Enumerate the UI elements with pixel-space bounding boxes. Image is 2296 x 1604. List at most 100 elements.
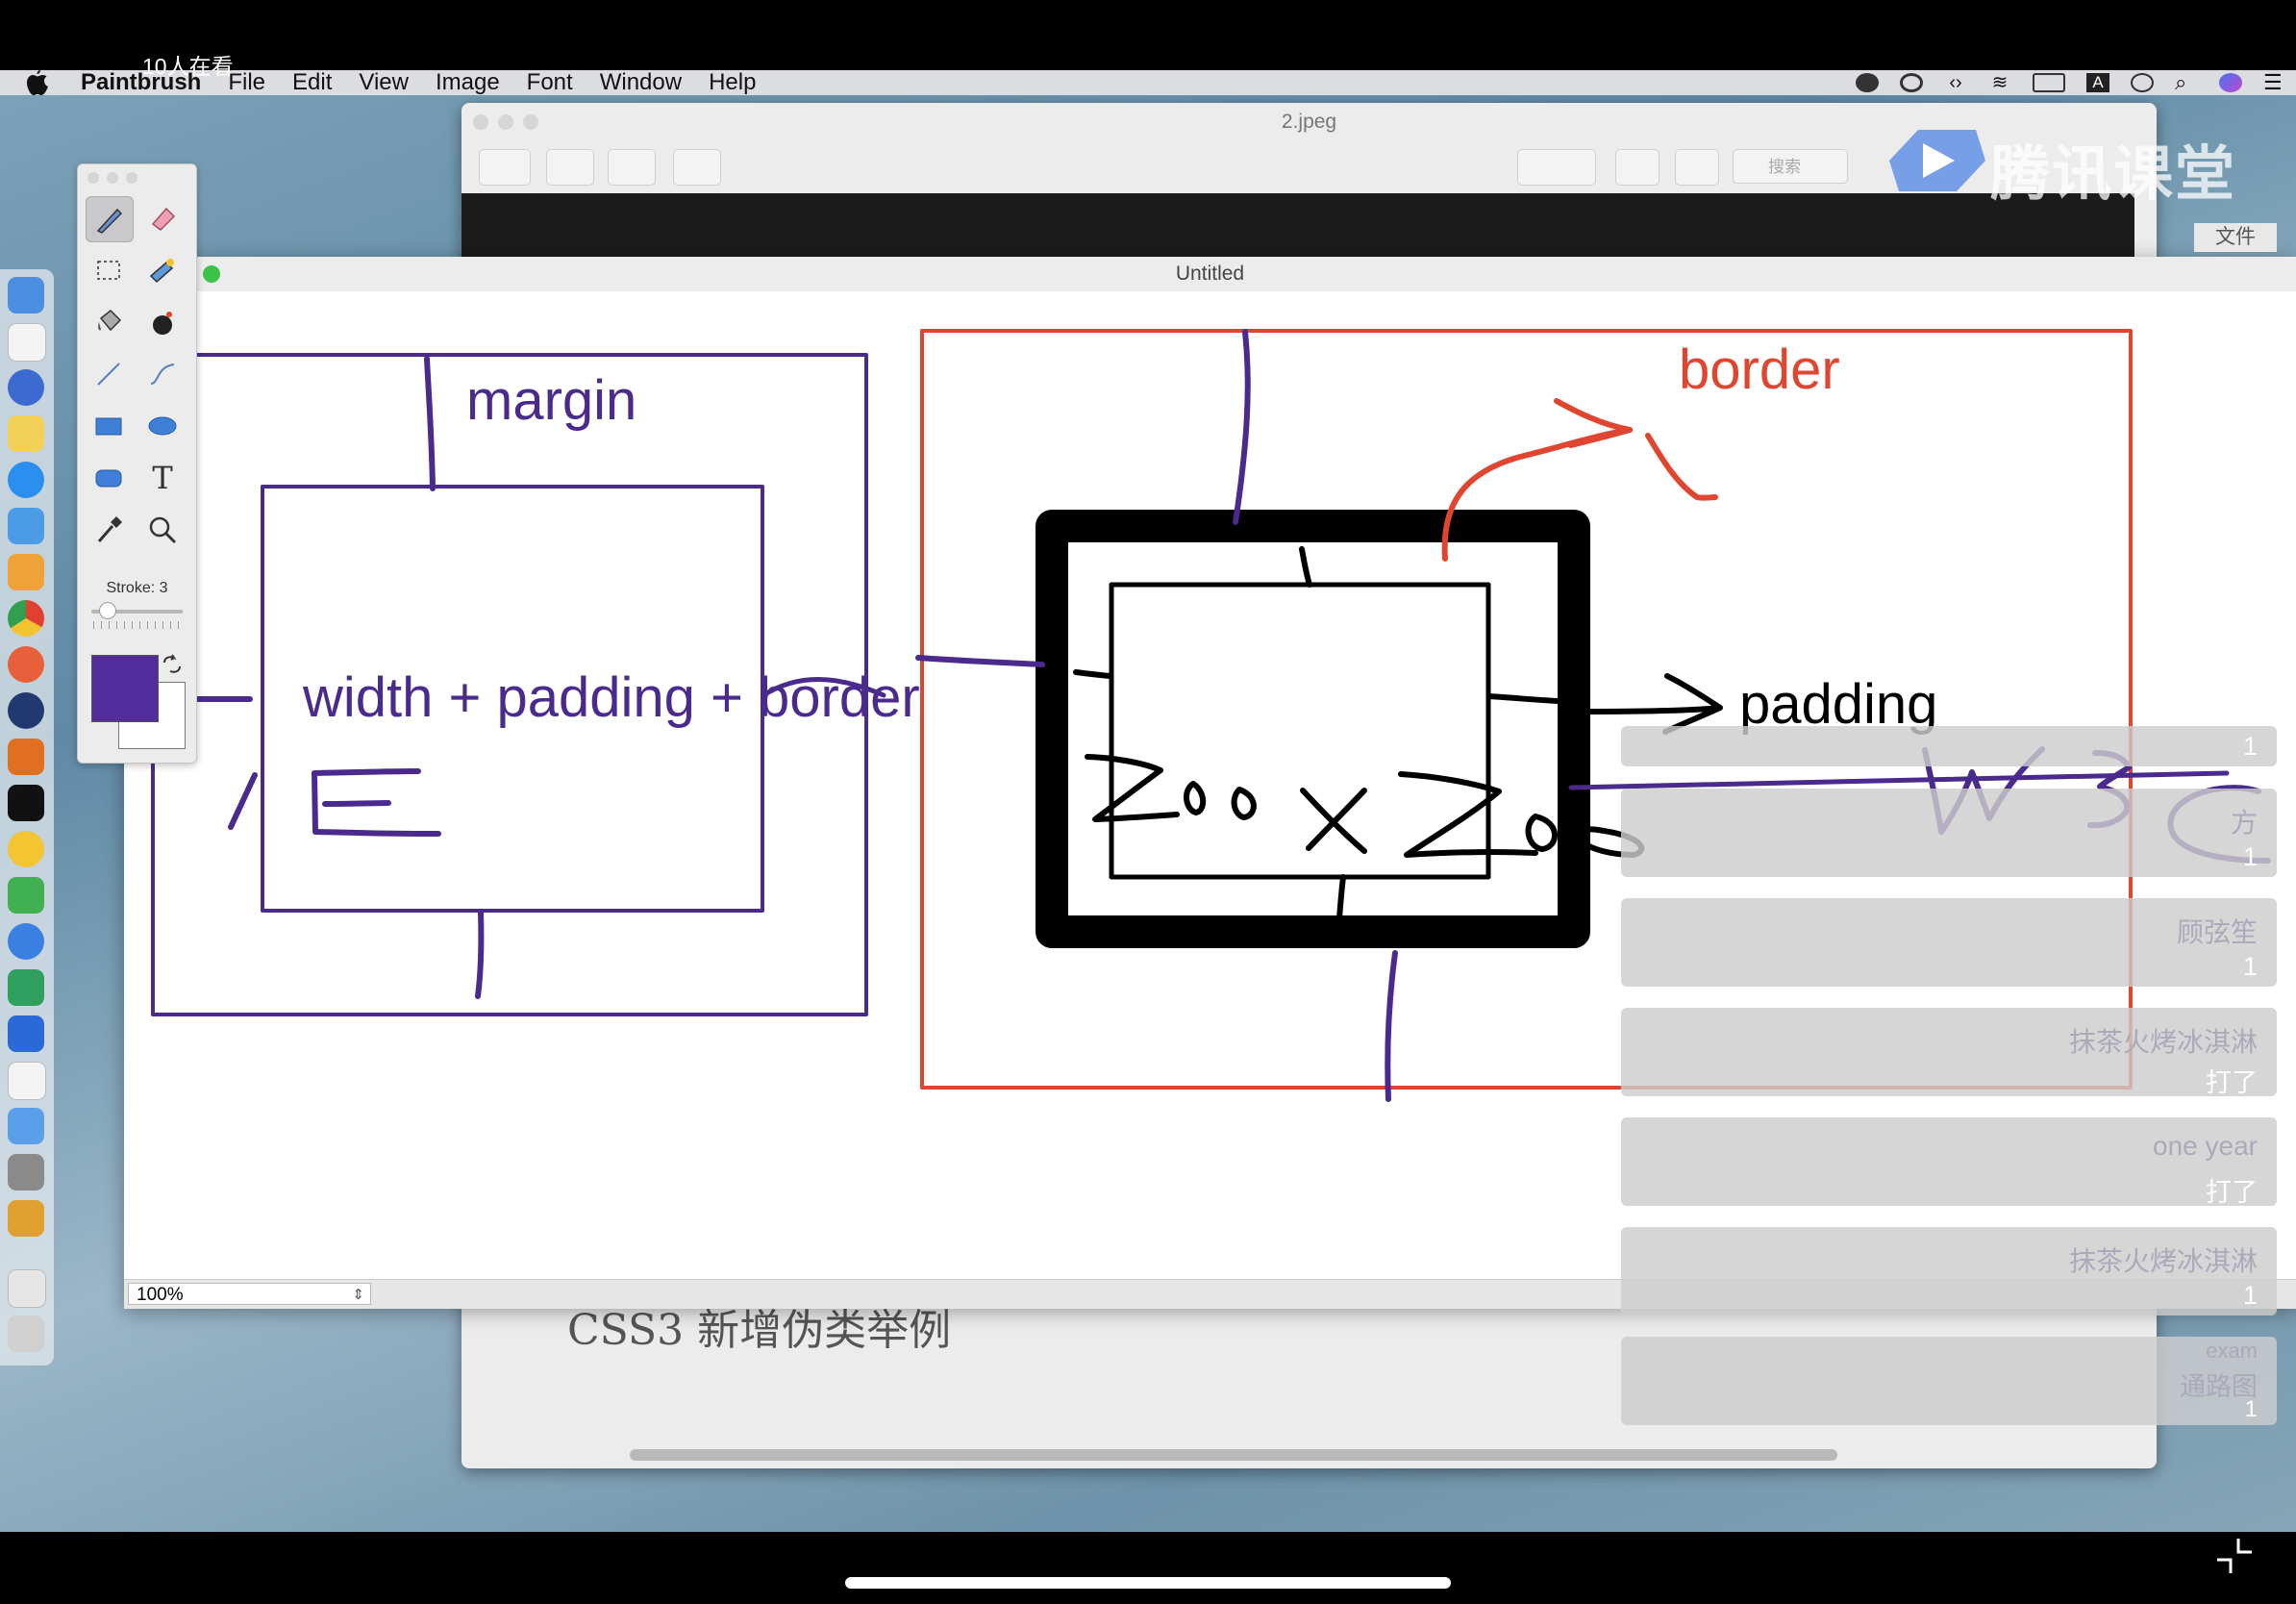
foreground-color-swatch[interactable] bbox=[91, 655, 159, 722]
handwriting-2a bbox=[1085, 754, 1180, 822]
spray-icon[interactable] bbox=[139, 300, 186, 344]
search-input[interactable]: 搜索 bbox=[1733, 149, 1848, 184]
chat-author: 方 bbox=[2230, 808, 2258, 838]
chat-text: 1 bbox=[2242, 1281, 2258, 1310]
preview-scrollbar[interactable] bbox=[630, 1449, 1837, 1461]
palette-minimize-button[interactable] bbox=[107, 172, 118, 184]
zoom-in-button[interactable] bbox=[608, 149, 656, 186]
wechat-icon[interactable] bbox=[8, 877, 44, 914]
label-border: border bbox=[1679, 338, 1840, 401]
quicktime-icon[interactable] bbox=[8, 692, 44, 729]
wifi-icon[interactable]: ≋ bbox=[1991, 72, 2009, 93]
curve-icon[interactable] bbox=[139, 352, 186, 396]
photos-icon[interactable] bbox=[8, 1062, 46, 1100]
rotate-button[interactable] bbox=[1615, 149, 1660, 186]
zoom-select[interactable]: 100% ⇕ bbox=[128, 1283, 371, 1305]
drawing-canvas[interactable]: margin width + padding + border border p… bbox=[124, 291, 2296, 1279]
notes-icon[interactable] bbox=[8, 415, 44, 452]
stroke-label: Stroke: 3 bbox=[106, 580, 168, 596]
swap-colors-icon[interactable] bbox=[161, 653, 184, 676]
menu-help[interactable]: Help bbox=[709, 69, 757, 95]
window-zoom-button[interactable] bbox=[203, 265, 220, 283]
share-button[interactable] bbox=[673, 149, 721, 186]
preview-close-button[interactable] bbox=[473, 114, 488, 130]
paint-bucket-icon[interactable] bbox=[86, 300, 132, 344]
select-lasso-icon[interactable] bbox=[139, 248, 186, 292]
status-icons: ‹› ≋ A ⌕ ☰ bbox=[1856, 70, 2286, 95]
handwriting-2b bbox=[1398, 771, 1538, 858]
chrome-icon[interactable] bbox=[8, 600, 44, 637]
rounded-rect-icon[interactable] bbox=[86, 456, 132, 500]
preview-app-icon[interactable] bbox=[8, 1154, 44, 1190]
line-icon[interactable] bbox=[86, 352, 132, 396]
stroke-slider-knob[interactable] bbox=[99, 602, 116, 619]
preview-zoom-button[interactable] bbox=[523, 114, 538, 130]
shield-icon[interactable] bbox=[1856, 73, 1879, 92]
right-margin-stroke bbox=[1568, 770, 2230, 790]
ellipse-icon[interactable] bbox=[139, 404, 186, 448]
paintbrush-app-icon[interactable] bbox=[8, 1200, 44, 1237]
safari-icon[interactable] bbox=[8, 462, 44, 498]
stepper-icon[interactable]: ⇕ bbox=[352, 1287, 364, 1303]
keynote-icon[interactable] bbox=[8, 508, 44, 544]
chat-message: exam 通路图 1 bbox=[1621, 1337, 2277, 1425]
folder-icon[interactable] bbox=[8, 831, 44, 867]
left-margin-stroke bbox=[915, 655, 1045, 667]
preview-minimize-button[interactable] bbox=[498, 114, 513, 130]
input-method-icon[interactable]: A bbox=[2086, 73, 2109, 92]
inner-content-box bbox=[1109, 582, 1491, 880]
menu-view[interactable]: View bbox=[359, 69, 409, 95]
zoom-out-button[interactable] bbox=[546, 149, 594, 186]
notification-center-icon[interactable]: ☰ bbox=[2263, 70, 2283, 94]
code-icon[interactable]: ‹› bbox=[1949, 72, 1962, 93]
clock-icon[interactable] bbox=[2131, 73, 2154, 92]
terminal-icon[interactable] bbox=[8, 785, 44, 821]
text-icon[interactable]: T bbox=[152, 460, 173, 496]
select-rect-icon[interactable] bbox=[86, 248, 132, 292]
collapse-fullscreen-icon[interactable] bbox=[2213, 1535, 2256, 1577]
apple-icon[interactable] bbox=[25, 68, 54, 97]
calendar-icon[interactable] bbox=[8, 323, 46, 362]
stroke-slider[interactable] bbox=[91, 610, 183, 614]
numbers-icon[interactable] bbox=[8, 554, 44, 590]
palette-zoom-button[interactable] bbox=[126, 172, 137, 184]
markup-button[interactable] bbox=[1517, 149, 1596, 186]
firefox-icon[interactable] bbox=[8, 646, 44, 683]
chat-text: 通路图 bbox=[2180, 1372, 2258, 1401]
menu-edit[interactable]: Edit bbox=[292, 69, 333, 95]
magnifier-icon[interactable] bbox=[139, 508, 186, 552]
downloads-icon[interactable] bbox=[8, 1269, 46, 1308]
menu-app-name[interactable]: Paintbrush bbox=[81, 69, 202, 95]
trash-icon[interactable] bbox=[8, 1316, 44, 1352]
palette-close-button[interactable] bbox=[87, 172, 99, 184]
paint-window[interactable]: Untitled bbox=[124, 257, 2296, 1309]
sublime-icon[interactable] bbox=[8, 739, 44, 775]
siri-icon[interactable] bbox=[2219, 73, 2242, 92]
dock bbox=[0, 269, 54, 1366]
menu-image[interactable]: Image bbox=[435, 69, 500, 95]
finder-icon[interactable] bbox=[8, 277, 44, 313]
record-icon[interactable] bbox=[1900, 73, 1923, 92]
menu-window[interactable]: Window bbox=[599, 69, 683, 95]
home-indicator[interactable] bbox=[845, 1577, 1451, 1589]
dingtalk-icon[interactable] bbox=[8, 923, 44, 960]
file-tab[interactable]: 文件 bbox=[2194, 223, 2277, 252]
word-icon[interactable] bbox=[8, 1015, 44, 1052]
sidebar-toggle-button[interactable] bbox=[479, 149, 531, 186]
chat-text: 打了 bbox=[2206, 1068, 2258, 1097]
battery-icon[interactable] bbox=[2033, 73, 2065, 92]
launchpad-icon[interactable] bbox=[8, 369, 44, 406]
app-store-icon[interactable] bbox=[8, 1108, 44, 1144]
chat-message: 顾弦笙 1 bbox=[1621, 898, 2277, 987]
menu-file[interactable]: File bbox=[228, 69, 266, 95]
right-padding-stroke bbox=[1486, 693, 1560, 704]
hbuilder-icon[interactable] bbox=[8, 969, 44, 1006]
search-icon[interactable]: ⌕ bbox=[2175, 70, 2187, 94]
annotate-button[interactable] bbox=[1675, 149, 1719, 186]
eraser-icon[interactable] bbox=[139, 196, 186, 240]
stroke-ticks bbox=[93, 621, 182, 629]
menu-font[interactable]: Font bbox=[526, 69, 573, 95]
eyedropper-icon[interactable] bbox=[86, 508, 132, 552]
rectangle-icon[interactable] bbox=[86, 404, 132, 448]
brush-icon[interactable] bbox=[86, 196, 134, 242]
